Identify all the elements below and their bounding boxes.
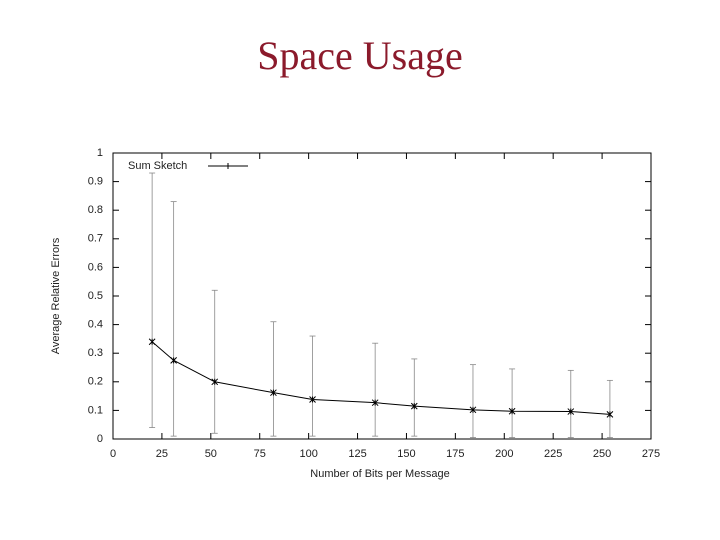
x-tick-label: 175 xyxy=(446,448,464,460)
error-bar xyxy=(567,369,574,438)
x-tick-label: 100 xyxy=(299,448,317,460)
x-tick-label: 250 xyxy=(593,448,611,460)
error-bar xyxy=(309,335,316,437)
error-bar xyxy=(372,342,379,437)
point-marker xyxy=(148,338,156,346)
x-tick-label: 0 xyxy=(110,448,116,460)
error-bar xyxy=(509,368,516,438)
y-tick-label: 0.8 xyxy=(88,204,103,216)
point-marker xyxy=(606,411,614,418)
point-marker xyxy=(508,407,516,415)
x-tick-label: 200 xyxy=(495,448,513,460)
x-tick-label: 125 xyxy=(348,448,366,460)
error-bar xyxy=(211,289,218,434)
y-tick-label: 1 xyxy=(97,147,103,159)
error-bar xyxy=(606,379,613,438)
error-bar xyxy=(170,201,177,437)
x-tick-label: 275 xyxy=(642,448,660,460)
error-bar xyxy=(411,358,418,437)
plot-frame xyxy=(112,152,652,440)
error-bar xyxy=(270,321,277,437)
x-tick-label: 150 xyxy=(397,448,415,460)
legend-marker xyxy=(225,163,231,169)
point-marker xyxy=(410,402,418,410)
y-tick-label: 0.7 xyxy=(88,233,103,245)
point-marker xyxy=(469,406,477,414)
x-tick-label: 50 xyxy=(205,448,217,460)
legend-label: Sum Sketch xyxy=(128,160,187,172)
y-tick-label: 0.3 xyxy=(88,347,103,359)
point-marker xyxy=(567,408,575,415)
y-tick-label: 0 xyxy=(97,433,103,445)
x-tick-label: 25 xyxy=(156,448,168,460)
point-marker xyxy=(309,396,316,403)
y-tick-label: 0.2 xyxy=(88,376,103,388)
y-tick-label: 0.9 xyxy=(88,176,103,188)
error-bar xyxy=(469,364,476,438)
error-bar xyxy=(149,172,156,428)
slide-title: Space Usage xyxy=(257,33,462,78)
y-tick-label: 0.4 xyxy=(88,319,103,331)
x-tick-label: 225 xyxy=(544,448,562,460)
y-tick-label: 0.5 xyxy=(88,290,103,302)
x-axis-label: Number of Bits per Message xyxy=(310,468,449,480)
point-marker xyxy=(170,356,178,364)
y-axis-label: Average Relative Errors xyxy=(50,237,62,354)
point-marker xyxy=(371,399,379,407)
y-tick-label: 0.6 xyxy=(88,261,103,273)
point-marker xyxy=(270,389,277,397)
x-tick-label: 75 xyxy=(254,448,266,460)
y-tick-label: 0.1 xyxy=(88,404,103,416)
series-line xyxy=(151,341,610,415)
point-marker xyxy=(211,378,219,386)
